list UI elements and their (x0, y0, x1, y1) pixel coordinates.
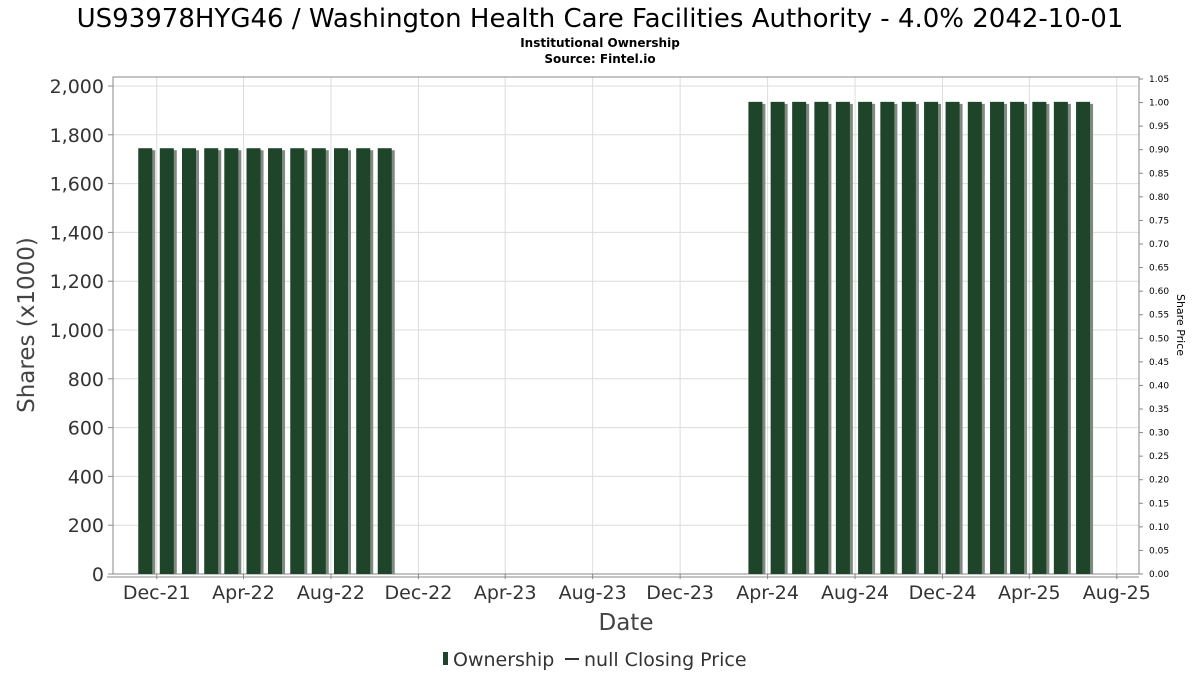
y-tick-label: 1,800 (50, 125, 104, 147)
y-right-tick-label: 0.50 (1149, 334, 1169, 344)
y-right-tick-label: 0.75 (1149, 216, 1169, 226)
y-axis-label: Shares (x1000) (14, 237, 40, 413)
y-right-tick-label: 0.20 (1149, 476, 1169, 486)
ownership-bar (858, 101, 873, 575)
y-right-tick-label: 0.55 (1149, 311, 1169, 321)
y-right-tick-label: 0.10 (1149, 523, 1169, 533)
ownership-bar (290, 148, 305, 574)
legend: Ownership null Closing Price (443, 649, 747, 671)
y-tick-label: 2,000 (50, 76, 104, 98)
x-tick-label: Dec-21 (123, 582, 191, 604)
ownership-bar (159, 148, 174, 574)
ownership-bar (204, 148, 219, 574)
ownership-bar (990, 101, 1005, 575)
ownership-bar (246, 148, 261, 574)
y-tick-label: 1,400 (50, 222, 104, 244)
ownership-bar (835, 101, 850, 575)
y-right-tick-label: 0.40 (1149, 381, 1169, 391)
plot-area (112, 76, 1140, 575)
x-tick-label: Apr-25 (998, 582, 1061, 604)
right-axis-ticks: 0.00 0.05 0.10 0.15 0.20 0.25 0.30 0.35 0.40 0.45… (1139, 75, 1169, 580)
legend-ownership-label: Ownership (453, 649, 554, 671)
chart-source: Source: Fintel.io (544, 52, 655, 66)
ownership-bar (311, 148, 326, 574)
y-right-tick-label: 0.05 (1149, 546, 1169, 556)
x-tick-label: Dec-23 (646, 582, 714, 604)
y-right-tick-label: 0.25 (1149, 452, 1169, 462)
ownership-bar (967, 101, 982, 575)
x-tick-label: Apr-24 (736, 582, 799, 604)
y-tick-label: 1,000 (50, 320, 104, 342)
ownership-bar (792, 101, 807, 575)
left-axis-ticks: 0 200 400 600 800 1,000 1,200 1,400 1,600 1,800 2,… (50, 76, 113, 586)
ownership-bar (1053, 101, 1068, 575)
x-tick-label: Apr-23 (474, 582, 537, 604)
y-tick-label: 1,200 (50, 271, 104, 293)
y-tick-label: 200 (68, 515, 104, 537)
y-right-tick-label: 0.15 (1149, 499, 1169, 509)
y-tick-label: 0 (92, 564, 104, 586)
ownership-bar (748, 101, 763, 575)
y-axis-right-label: Share Price (1174, 294, 1187, 356)
legend-ownership-swatch (443, 652, 448, 665)
ownership-bar (880, 101, 895, 575)
x-axis-label: Date (599, 610, 654, 636)
y-tick-label: 600 (68, 418, 104, 440)
x-tick-label: Dec-22 (385, 582, 453, 604)
y-right-tick-label: 1.05 (1149, 75, 1169, 85)
ownership-bar (1032, 101, 1047, 575)
chart-title: US93978HYG46 / Washington Health Care Fa… (77, 4, 1124, 34)
x-axis-ticks: Dec-21 Apr-22 Aug-22 Dec-22 Apr-23 Aug-23 Dec-… (107, 574, 1151, 604)
ownership-bar (334, 148, 348, 574)
y-right-tick-label: 0.80 (1149, 193, 1169, 203)
ownership-bar (770, 101, 785, 575)
y-right-tick-label: 0.30 (1149, 429, 1169, 439)
y-right-tick-label: 0.60 (1149, 287, 1169, 297)
y-right-tick-label: 0.90 (1149, 146, 1169, 156)
ownership-bar (224, 148, 239, 574)
ownership-bar (138, 148, 153, 574)
legend-price-label: null Closing Price (584, 649, 747, 671)
y-right-tick-label: 0.70 (1149, 240, 1169, 250)
grid-lines (113, 77, 1139, 575)
ownership-bar (945, 101, 960, 575)
ownership-bar (901, 101, 916, 575)
y-right-tick-label: 0.35 (1149, 405, 1169, 415)
ownership-bar (1076, 101, 1091, 575)
x-tick-label: Aug-24 (821, 582, 889, 604)
y-right-tick-label: 0.65 (1149, 264, 1169, 274)
y-tick-label: 800 (68, 369, 104, 391)
ownership-bar (814, 101, 829, 575)
x-tick-label: Aug-23 (559, 582, 627, 604)
y-right-tick-label: 0.45 (1149, 358, 1169, 368)
y-tick-label: 400 (68, 466, 104, 488)
x-tick-label: Aug-25 (1083, 582, 1151, 604)
ownership-bar (924, 101, 939, 575)
chart-subtitle: Institutional Ownership (520, 36, 680, 50)
x-tick-label: Dec-24 (909, 582, 977, 604)
ownership-bar (356, 148, 371, 574)
ownership-bar (182, 148, 196, 574)
y-tick-label: 1,600 (50, 174, 104, 196)
ownership-bar (268, 148, 283, 574)
ownership-bar (377, 148, 392, 574)
ownership-bars (138, 101, 1094, 575)
ownership-bar (1010, 101, 1025, 575)
y-right-tick-label: 0.00 (1149, 570, 1169, 580)
y-right-tick-label: 0.95 (1149, 122, 1169, 132)
y-right-tick-label: 1.00 (1149, 99, 1169, 109)
x-tick-label: Apr-22 (212, 582, 275, 604)
y-right-tick-label: 0.85 (1149, 169, 1169, 179)
x-tick-label: Aug-22 (297, 582, 365, 604)
